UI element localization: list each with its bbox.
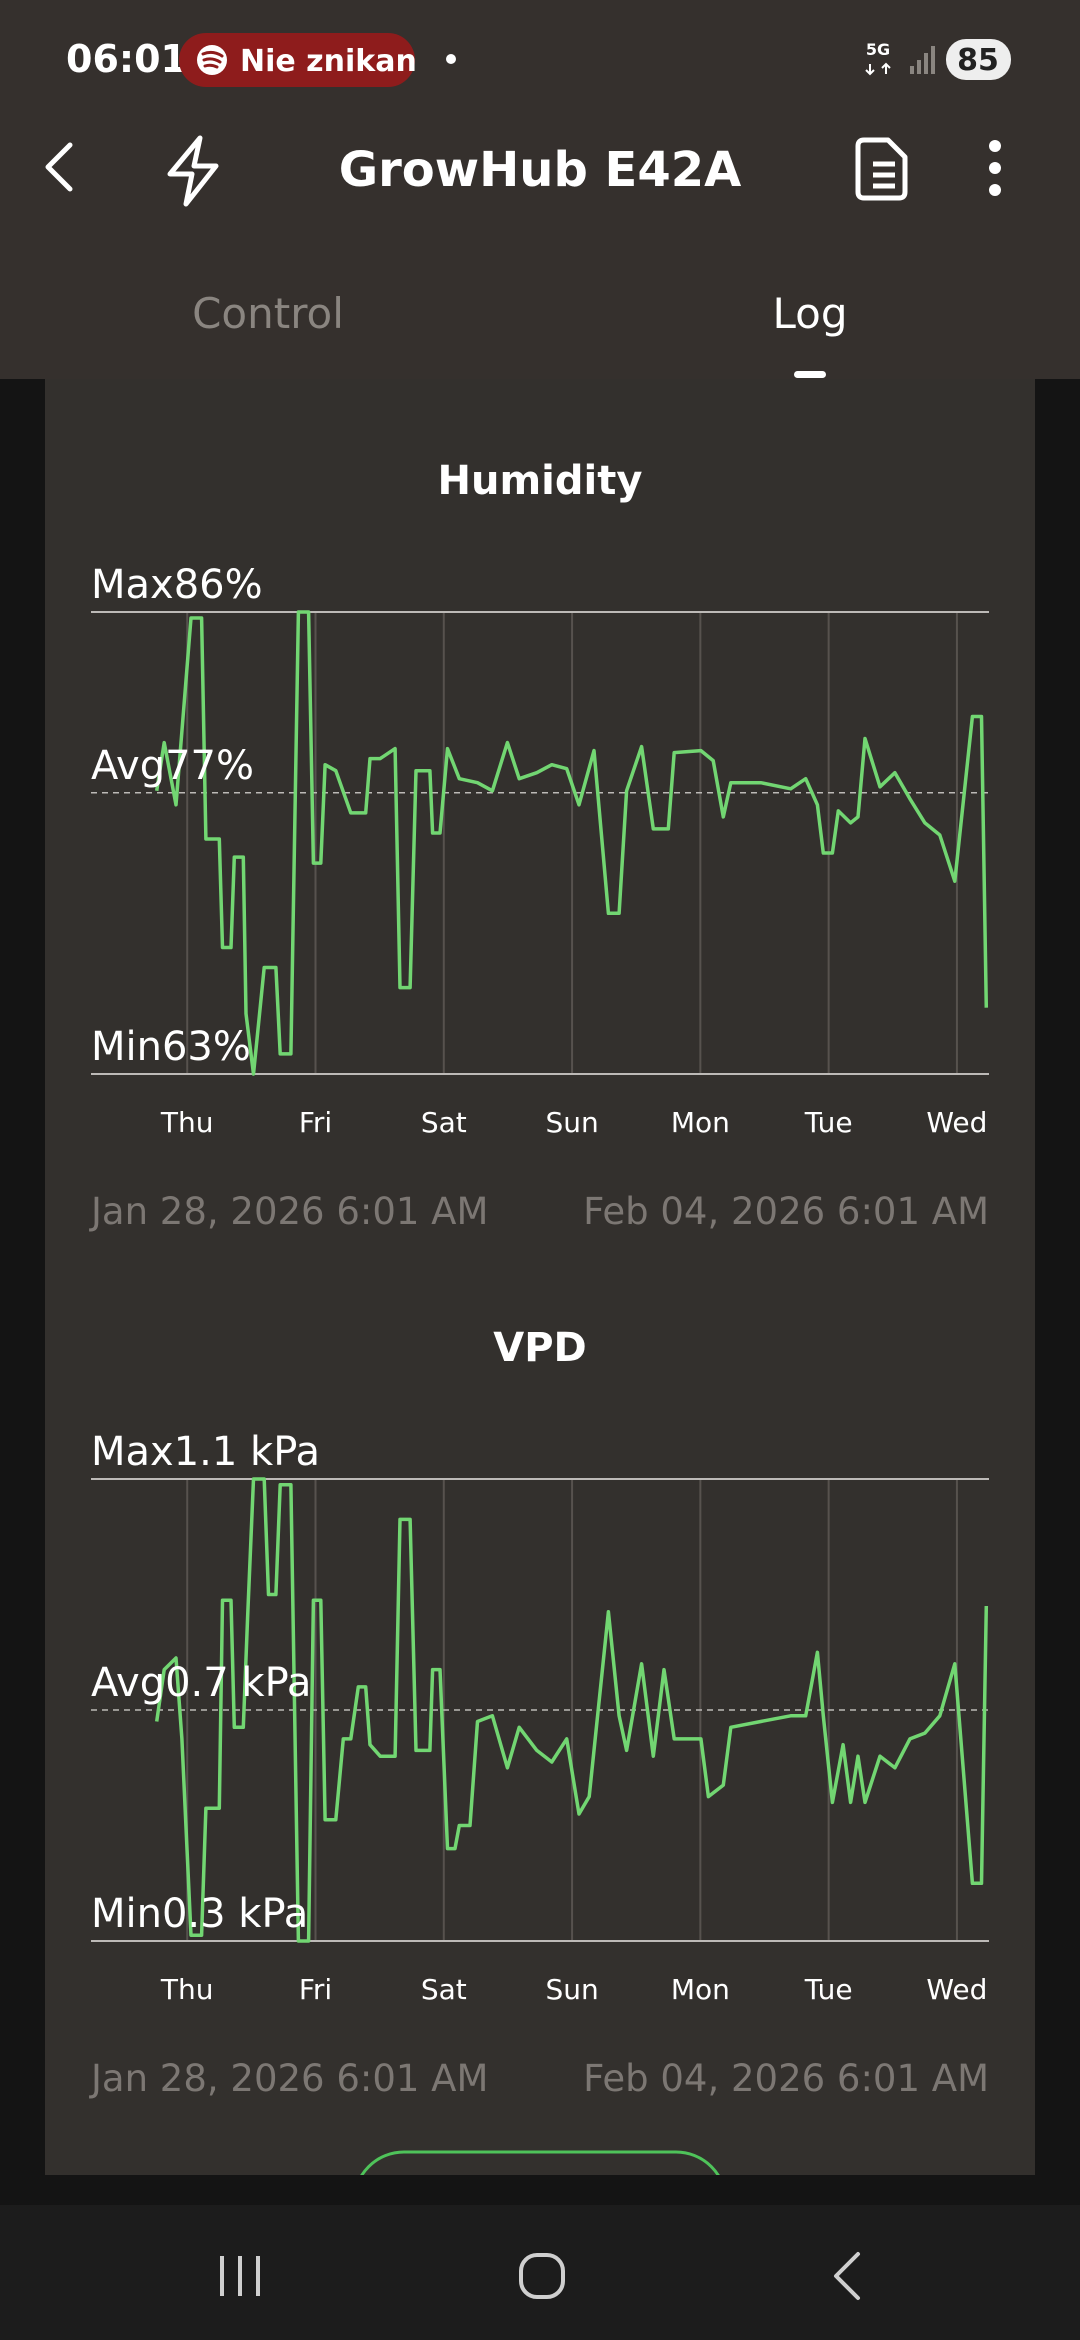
signal-icon (910, 46, 935, 74)
tab-indicator (794, 371, 826, 378)
range-start: Jan 28, 2026 6:01 AM (89, 2057, 488, 2100)
x-tick-label: Tue (804, 1973, 853, 2006)
x-tick-label: Sun (545, 1106, 598, 1139)
x-tick-label: Sat (421, 1973, 467, 2006)
y-tick-label: Max86% (91, 562, 263, 608)
battery-pill (946, 39, 1011, 80)
y-tick-label: Avg77% (91, 743, 254, 789)
range-start: Jan 28, 2026 6:01 AM (89, 1190, 488, 1233)
network-arrows (865, 62, 891, 76)
network-label: 5G (866, 40, 890, 59)
app-title: GrowHub E42A (339, 142, 742, 198)
status-time: 06:01 (66, 37, 187, 81)
nav-recents[interactable] (220, 2256, 260, 2296)
log-button[interactable] (855, 137, 908, 201)
x-tick-label: Thu (160, 1106, 214, 1139)
x-tick-label: Fri (299, 1106, 332, 1139)
x-tick-label: Thu (160, 1973, 214, 2006)
chart-title: VPD (493, 1325, 586, 1371)
spotify-icon-waves (201, 50, 224, 69)
x-tick-label: Wed (926, 1973, 987, 2006)
notification-text: Nie znikan (240, 44, 417, 79)
data-line (154, 1477, 989, 1943)
range-end: Feb 04, 2026 6:01 AM (583, 2057, 989, 2100)
nav-home[interactable] (519, 2253, 565, 2299)
nav-bar (0, 2205, 1080, 2340)
data-line (154, 610, 989, 1076)
battery-level: 85 (957, 43, 999, 78)
action-button[interactable] (354, 2150, 726, 2252)
x-tick-label: Tue (804, 1106, 853, 1139)
card (45, 379, 1035, 2175)
x-tick-label: Sun (545, 1973, 598, 2006)
y-tick-label: Max1.1 kPa (91, 1429, 320, 1475)
back-button[interactable] (45, 142, 73, 192)
x-tick-label: Fri (299, 1973, 332, 2006)
tab-selected[interactable]: Log (772, 289, 847, 338)
x-tick-label: Sat (421, 1106, 467, 1139)
status-dot (446, 54, 456, 64)
chart-title: Humidity (438, 458, 643, 504)
nav-back[interactable] (834, 2252, 860, 2300)
x-tick-label: Mon (671, 1106, 730, 1139)
y-tick-label: Min0.3 kPa (91, 1891, 308, 1937)
x-tick-label: Wed (926, 1106, 987, 1139)
y-tick-label: Avg0.7 kPa (91, 1660, 311, 1706)
power-button[interactable] (167, 135, 219, 207)
y-tick-label: Min63% (91, 1024, 251, 1070)
x-tick-label: Mon (671, 1973, 730, 2006)
range-end: Feb 04, 2026 6:01 AM (583, 1190, 989, 1233)
notification-pill (179, 33, 415, 87)
menu-button[interactable] (989, 140, 1001, 196)
tab[interactable]: Control (192, 289, 344, 338)
